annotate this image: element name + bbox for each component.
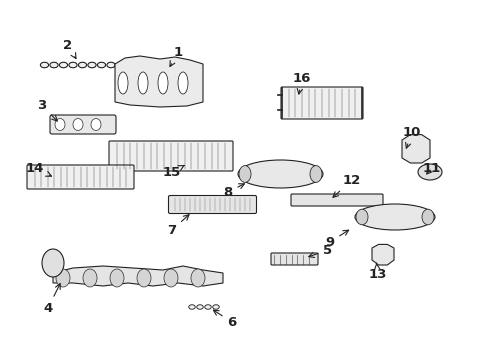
- Ellipse shape: [97, 62, 105, 68]
- Ellipse shape: [83, 269, 97, 287]
- Text: 9: 9: [325, 230, 348, 248]
- Polygon shape: [53, 266, 223, 286]
- Ellipse shape: [78, 62, 86, 68]
- Text: 6: 6: [213, 310, 236, 328]
- Ellipse shape: [59, 62, 67, 68]
- FancyBboxPatch shape: [281, 87, 362, 119]
- Text: 1: 1: [170, 45, 182, 67]
- Ellipse shape: [178, 72, 187, 94]
- Ellipse shape: [355, 209, 367, 225]
- Ellipse shape: [212, 305, 219, 309]
- FancyBboxPatch shape: [290, 194, 382, 206]
- Ellipse shape: [69, 62, 77, 68]
- Text: 5: 5: [308, 243, 332, 257]
- Ellipse shape: [107, 62, 115, 68]
- Ellipse shape: [204, 305, 211, 309]
- Ellipse shape: [137, 269, 151, 287]
- Ellipse shape: [56, 269, 70, 287]
- Ellipse shape: [163, 269, 178, 287]
- FancyBboxPatch shape: [109, 141, 232, 171]
- Ellipse shape: [309, 166, 321, 183]
- Ellipse shape: [196, 305, 203, 309]
- Text: 7: 7: [167, 215, 189, 237]
- Ellipse shape: [50, 62, 58, 68]
- Ellipse shape: [88, 62, 96, 68]
- Text: 3: 3: [37, 99, 57, 121]
- Ellipse shape: [239, 166, 250, 183]
- Ellipse shape: [91, 118, 101, 131]
- Text: 15: 15: [163, 166, 184, 179]
- Ellipse shape: [118, 72, 128, 94]
- Ellipse shape: [417, 164, 441, 180]
- Ellipse shape: [73, 118, 83, 131]
- Text: 16: 16: [292, 72, 310, 94]
- Ellipse shape: [42, 249, 64, 277]
- Text: 4: 4: [43, 284, 60, 315]
- Ellipse shape: [354, 204, 434, 230]
- Text: 12: 12: [332, 174, 360, 197]
- Ellipse shape: [158, 72, 168, 94]
- Ellipse shape: [238, 160, 323, 188]
- Ellipse shape: [188, 305, 195, 309]
- Text: 13: 13: [368, 263, 386, 282]
- Polygon shape: [371, 244, 393, 265]
- Text: 10: 10: [402, 126, 420, 148]
- FancyBboxPatch shape: [27, 165, 134, 189]
- Polygon shape: [115, 56, 203, 107]
- Ellipse shape: [41, 62, 48, 68]
- Text: 2: 2: [63, 39, 76, 59]
- Ellipse shape: [191, 269, 204, 287]
- Ellipse shape: [138, 72, 148, 94]
- Text: 11: 11: [422, 162, 440, 175]
- Text: 14: 14: [26, 162, 51, 176]
- FancyBboxPatch shape: [50, 115, 116, 134]
- FancyBboxPatch shape: [168, 195, 256, 213]
- Ellipse shape: [421, 209, 433, 225]
- Text: 8: 8: [223, 184, 244, 198]
- Ellipse shape: [55, 118, 65, 131]
- Polygon shape: [401, 135, 429, 163]
- Ellipse shape: [110, 269, 124, 287]
- FancyBboxPatch shape: [270, 253, 317, 265]
